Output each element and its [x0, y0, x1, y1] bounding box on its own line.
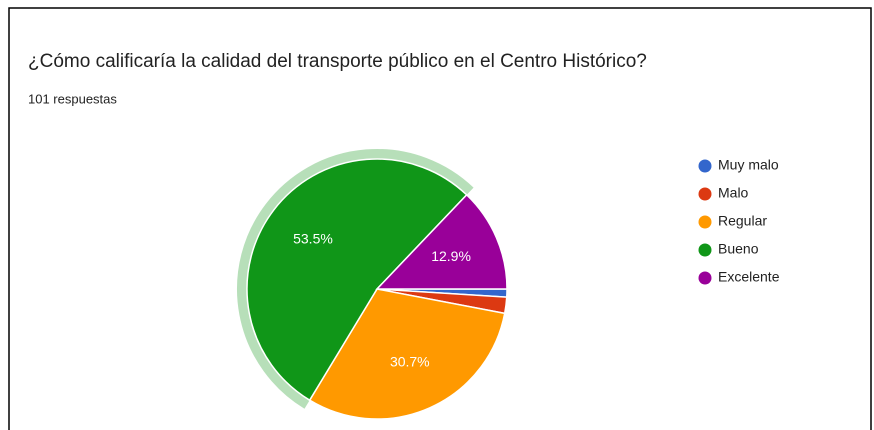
slice-label: 53.5%	[293, 231, 333, 247]
pie-slice	[375, 193, 508, 290]
pie-slice	[308, 288, 506, 420]
slice-label: 12.9%	[431, 248, 471, 264]
legend-label: Excelente	[718, 269, 780, 285]
legend-swatch	[698, 215, 712, 229]
slice-label: 30.7%	[390, 353, 430, 369]
legend-swatch	[698, 159, 712, 173]
chart-subtitle: 101 respuestas	[28, 91, 117, 106]
legend-label: Regular	[718, 213, 767, 229]
legend-label: Malo	[718, 185, 749, 201]
legend-swatch	[698, 187, 712, 201]
chart-title: ¿Cómo calificaría la calidad del transpo…	[28, 51, 647, 72]
pie-slice	[246, 158, 468, 402]
legend-swatch	[698, 271, 712, 285]
legend-label: Muy malo	[718, 157, 779, 173]
legend-swatch	[698, 243, 712, 257]
highlight-ring	[237, 149, 474, 409]
legend-label: Bueno	[718, 241, 759, 257]
